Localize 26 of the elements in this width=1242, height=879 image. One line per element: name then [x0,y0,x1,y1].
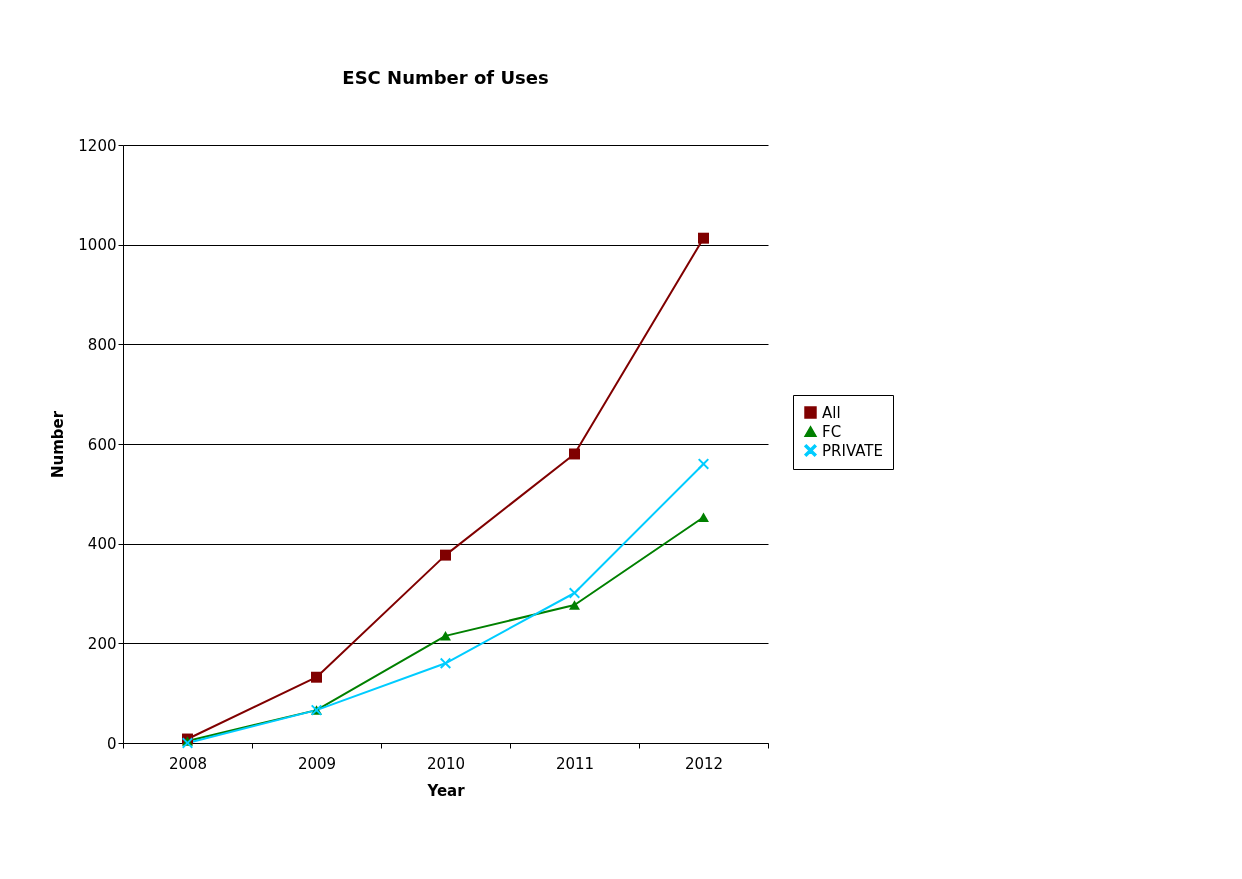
point [440,549,451,561]
point [569,600,580,610]
x-tick-label: 2012 [684,754,724,773]
y-tick-label: 600 [87,435,117,454]
x-tick-label: 2011 [555,754,595,773]
x-tick-label: 2009 [297,754,337,773]
y-axis-title: Number [49,410,68,479]
x-tick-label: 2010 [426,754,466,773]
y-tick-label: 1200 [78,136,117,155]
point [440,657,451,669]
legend-label: FC [822,422,842,441]
chart-title: ESC Number of Uses [342,67,549,88]
point [698,232,709,244]
x-tick-label: 2008 [168,754,208,773]
x-axis-title: Year [426,781,466,800]
point [569,448,580,460]
y-tick-label: 1000 [78,236,117,255]
y-tick-label: 800 [87,335,117,354]
y-tick-label: 400 [87,535,117,554]
y-tick-label: 200 [87,634,117,653]
legend-label: All [822,403,841,422]
legend-label: PRIVATE [822,441,883,460]
point [698,512,709,522]
y-tick-label: 0 [106,734,117,753]
point [440,631,451,641]
point [311,671,322,683]
